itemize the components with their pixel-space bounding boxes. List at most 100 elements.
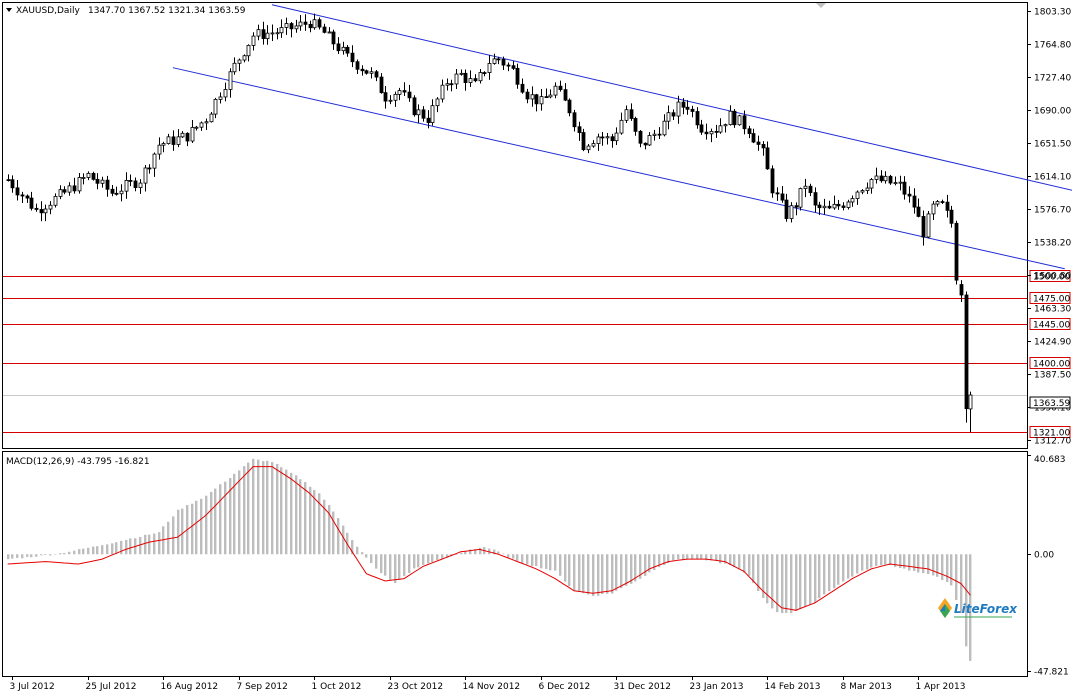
level-label: 1400.00 [1033, 360, 1070, 370]
time-tick-label: 14 Nov 2012 [463, 682, 521, 692]
candle-bear [105, 179, 110, 190]
candle-bear [699, 124, 704, 133]
candle-bull [931, 203, 936, 215]
macd-bar [238, 470, 241, 555]
macd-bar [158, 532, 161, 555]
macd-bar [257, 459, 260, 555]
candle-bull [251, 35, 256, 46]
macd-bar [884, 554, 887, 565]
candle-bull [553, 85, 558, 96]
candle-bear [426, 117, 431, 123]
candle-bull [180, 132, 185, 138]
macd-bar [507, 554, 510, 558]
macd-bar [455, 554, 458, 555]
macd-bar [436, 554, 439, 560]
candle-bull [138, 182, 143, 189]
candle-bear [888, 175, 893, 184]
macd-bar [880, 554, 883, 566]
candle-bear [836, 203, 841, 207]
macd-bar [870, 554, 873, 568]
candle-bear [449, 83, 454, 86]
candle-bear [534, 94, 539, 105]
candle-bear [20, 194, 25, 197]
candle-bull [100, 179, 105, 184]
macd-bar [304, 482, 307, 555]
triangle-down-icon[interactable] [6, 8, 12, 12]
candle-bull [204, 121, 209, 124]
candle-bear [685, 106, 690, 110]
candle-bull [284, 23, 289, 28]
candle-bear [289, 23, 294, 30]
macd-bar [856, 554, 859, 574]
candle-bull [798, 188, 803, 208]
candle-bear [841, 205, 846, 208]
macd-bar [795, 554, 798, 612]
candle-bear [577, 126, 582, 133]
candle-bull [256, 29, 261, 37]
candle-bear [558, 85, 563, 90]
macd-bar [790, 554, 793, 614]
candle-bull [194, 126, 199, 129]
macd-bar [351, 539, 354, 555]
macd-bar [479, 547, 482, 555]
candle-bear [784, 199, 789, 219]
macd-bar [545, 554, 548, 569]
triangle-down-icon[interactable] [816, 3, 826, 8]
macd-bar [148, 534, 151, 555]
candle-bull [275, 32, 280, 35]
time-tick-label: 1 Apr 2013 [916, 682, 966, 692]
macd-bar [663, 554, 666, 566]
channel-line-lower [172, 67, 1065, 270]
macd-bar [564, 554, 567, 582]
candle-bear [572, 112, 577, 128]
level-label: 1445.00 [1033, 321, 1070, 331]
candle-bull [454, 73, 459, 85]
candle-bear [695, 111, 700, 126]
macd-bar [658, 554, 661, 568]
candle-bull [647, 135, 652, 146]
macd-bar [814, 554, 817, 603]
candle-bear [879, 175, 884, 182]
price-tick-label: 1803.30 [1034, 8, 1071, 18]
ohlc-label: 1347.70 1367.52 1321.34 1363.59 [88, 6, 246, 16]
candle-bull [445, 83, 450, 86]
price-tick-label: 1727.40 [1034, 74, 1071, 84]
macd-bar [691, 554, 694, 559]
candle-bear [308, 23, 313, 29]
level-badge [1029, 357, 1071, 369]
macd-bar [181, 508, 184, 555]
macd-bar [648, 554, 651, 573]
macd-bar [101, 545, 104, 555]
time-tick-label: 31 Dec 2012 [614, 682, 672, 692]
macd-bar [630, 554, 633, 584]
macd-bar [153, 533, 156, 555]
candle-bull [237, 59, 242, 64]
candle-bear [775, 192, 780, 195]
macd-bar [601, 554, 604, 595]
candle-bear [110, 188, 115, 194]
macd-bar [96, 546, 99, 555]
macd-bar [422, 554, 425, 565]
macd-bar [757, 554, 760, 592]
macd-bar [11, 554, 14, 559]
candle-bull [530, 94, 535, 100]
macd-bar [224, 481, 227, 555]
macd-bar [568, 554, 571, 587]
candle-bear [742, 115, 747, 130]
macd-bar [752, 554, 755, 583]
macd-bar [299, 479, 302, 555]
candle-bull [624, 109, 629, 121]
candle-bull [388, 99, 393, 102]
horizontal-levels: 1500.00 1475.00 1445.00 1400.00 1321.00 [3, 270, 1071, 439]
time-tick-label: 14 Feb 2013 [765, 682, 821, 692]
candle-bear [421, 109, 426, 119]
candle-bear [681, 101, 686, 108]
candles [6, 13, 973, 432]
candle-bear [964, 294, 969, 410]
price-tick-label: 1312.70 [1034, 437, 1071, 447]
candle-bear [629, 109, 634, 119]
macd-bar [715, 554, 718, 561]
macd-bar [21, 554, 24, 559]
candle-bear [515, 67, 520, 85]
candle-bear [128, 180, 133, 182]
